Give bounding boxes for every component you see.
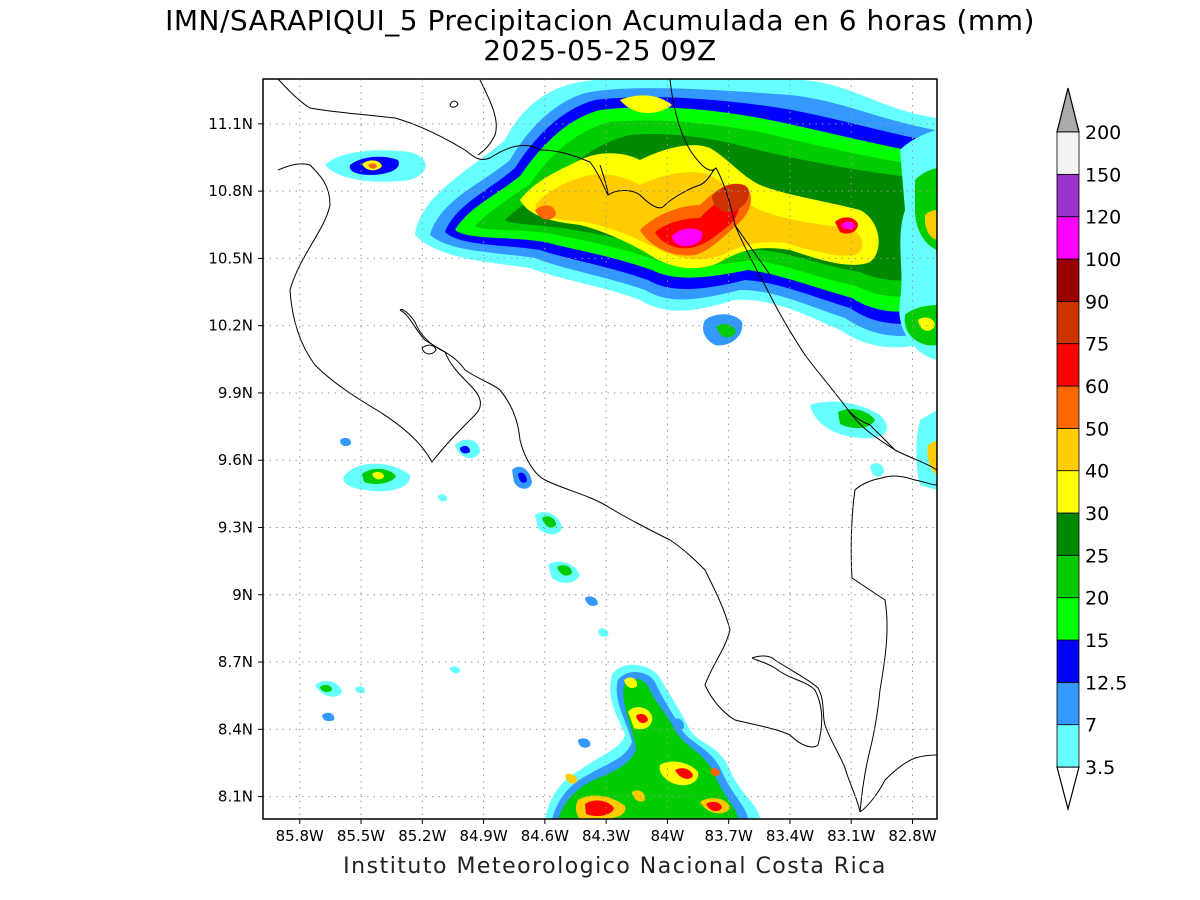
map-datetime: 2025-05-25 09Z bbox=[483, 34, 717, 67]
colorbar-label: 200 bbox=[1085, 122, 1121, 144]
lon-tick-label: 82.8W bbox=[888, 827, 936, 845]
colorbar-swatch bbox=[1056, 427, 1080, 472]
colorbar-swatch bbox=[1056, 385, 1080, 429]
lat-tick-label: 9.9N bbox=[218, 384, 253, 402]
map-title: IMN/SARAPIQUI_5 Precipitacion Acumulada … bbox=[165, 4, 1035, 37]
colorbar-swatch bbox=[1056, 554, 1080, 599]
colorbar-bottom-arrow bbox=[1056, 766, 1080, 812]
colorbar-label: 7 bbox=[1085, 715, 1097, 737]
lat-tick-label: 10.8N bbox=[208, 182, 253, 200]
colorbar-label: 120 bbox=[1085, 207, 1121, 229]
lon-tick-label: 83.1W bbox=[827, 827, 875, 845]
colorbar-label: 60 bbox=[1085, 376, 1109, 398]
lat-tick-label: 8.4N bbox=[218, 720, 253, 738]
colorbar-swatch bbox=[1056, 724, 1080, 768]
colorbar-swatch bbox=[1056, 512, 1080, 556]
colorbar-label: 20 bbox=[1085, 588, 1109, 610]
colorbar-swatch bbox=[1056, 300, 1080, 345]
coastlines bbox=[277, 79, 937, 813]
colorbar-swatch bbox=[1056, 131, 1080, 175]
colorbar-swatch bbox=[1056, 597, 1080, 641]
colorbar-top-arrow bbox=[1056, 87, 1080, 133]
colorbar-label: 12.5 bbox=[1085, 672, 1127, 694]
colorbar-swatch bbox=[1056, 681, 1080, 726]
lon-tick-label: 84.6W bbox=[521, 827, 569, 845]
colorbar-label: 15 bbox=[1085, 630, 1109, 652]
colorbar-label: 100 bbox=[1085, 249, 1121, 271]
colorbar-swatch bbox=[1056, 343, 1080, 387]
footer-credit: Instituto Meteorologico Nacional Costa R… bbox=[343, 854, 887, 879]
colorbar-label: 25 bbox=[1085, 545, 1109, 567]
colorbar-label: 90 bbox=[1085, 291, 1109, 313]
lat-tick-label: 10.2N bbox=[208, 317, 253, 335]
lat-tick-label: 8.7N bbox=[218, 653, 253, 671]
lon-tick-label: 84.9W bbox=[459, 827, 507, 845]
colorbar-label: 75 bbox=[1085, 334, 1109, 356]
latitude-ticks: 11.1N 10.8N 10.5N 10.2N 9.9N 9.6N 9.3N 9N 8.7N 8.… bbox=[208, 115, 263, 806]
lat-tick-label: 8.1N bbox=[218, 788, 253, 806]
lat-tick-label: 11.1N bbox=[208, 115, 253, 133]
longitude-ticks: 85.8W 85.5W 85.2W 84.9W 84.6W 84.3W 84W 83.7W 83… bbox=[276, 819, 937, 845]
lon-tick-label: 84.3W bbox=[582, 827, 630, 845]
lat-tick-label: 9.6N bbox=[218, 451, 253, 469]
colorbar-label: 40 bbox=[1085, 461, 1109, 483]
lon-tick-label: 83.7W bbox=[705, 827, 753, 845]
plot-frame bbox=[262, 78, 938, 820]
colorbar-swatch bbox=[1056, 173, 1080, 218]
colorbar-swatch bbox=[1056, 258, 1080, 302]
colorbar-swatch bbox=[1056, 470, 1080, 514]
lon-tick-label: 83.4W bbox=[766, 827, 814, 845]
colorbar-label: 50 bbox=[1085, 418, 1109, 440]
colorbar-label: 150 bbox=[1085, 164, 1121, 186]
lon-tick-label: 85.5W bbox=[337, 827, 385, 845]
colorbar-swatch bbox=[1056, 216, 1080, 260]
colorbar-label: 3.5 bbox=[1085, 757, 1115, 779]
lon-tick-label: 84W bbox=[650, 827, 684, 845]
lon-tick-label: 85.8W bbox=[276, 827, 324, 845]
precipitation-field bbox=[315, 79, 937, 819]
lon-tick-label: 85.2W bbox=[398, 827, 446, 845]
lat-tick-label: 9.3N bbox=[218, 518, 253, 536]
colorbar-swatch bbox=[1056, 639, 1080, 683]
colorbar-legend: 3.5 7 12.5 15 20 25 30 40 50 60 75 90 100 120 150 200 bbox=[1056, 87, 1127, 812]
colorbar-label: 30 bbox=[1085, 503, 1109, 525]
lat-tick-label: 9N bbox=[232, 586, 253, 604]
plot-area bbox=[263, 79, 937, 819]
lat-tick-label: 10.5N bbox=[208, 249, 253, 267]
